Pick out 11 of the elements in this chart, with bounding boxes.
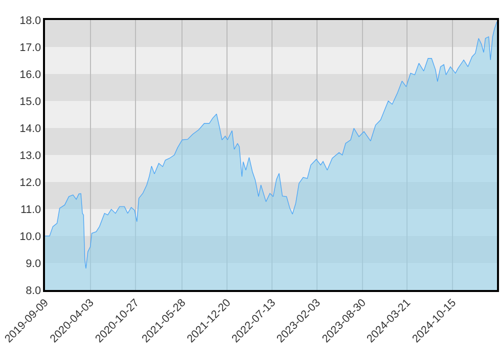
y-tick-label: 11.0 bbox=[20, 204, 42, 216]
y-tick-label: 14.0 bbox=[20, 122, 42, 135]
y-tick-label: 12.0 bbox=[20, 176, 42, 189]
y-tick-label: 16.0 bbox=[20, 68, 42, 81]
y-tick-label: 13.0 bbox=[20, 150, 42, 162]
y-tick-label: 8.0 bbox=[26, 284, 42, 297]
y-tick-label: 9.0 bbox=[26, 258, 42, 270]
y-tick-label: 18.0 bbox=[20, 14, 42, 27]
y-tick-label: 10.0 bbox=[20, 230, 42, 243]
y-tick-label: 17.0 bbox=[20, 42, 42, 54]
y-tick-label: 15.0 bbox=[20, 96, 42, 108]
